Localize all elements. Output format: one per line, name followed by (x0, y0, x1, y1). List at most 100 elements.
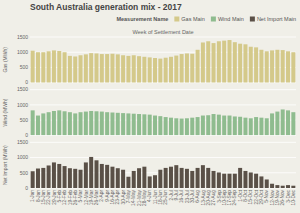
y-label: Gas (MWh) (2, 47, 8, 73)
bar (105, 112, 109, 135)
bar (95, 111, 99, 135)
bar (291, 186, 295, 188)
x-tick-label: 24-Sep (233, 190, 238, 206)
x-tick-label: 16-Apr (110, 190, 115, 205)
x-tick-label: 15-Jan (41, 190, 46, 205)
x-tick-label: 5-Nov (264, 189, 269, 202)
x-tick-label: 8-Oct (243, 189, 248, 201)
bar (63, 166, 67, 188)
bar (169, 118, 173, 136)
bar (217, 172, 221, 188)
bar (206, 168, 210, 188)
bar (259, 176, 263, 188)
x-tick-label: 16-Jul (179, 190, 184, 203)
bar (153, 175, 157, 188)
y-tick-label: 500 (20, 170, 29, 176)
grid-line (30, 142, 296, 143)
bar (52, 162, 56, 188)
bar (233, 42, 237, 82)
chart: South Australia generation mix - 2017Wee… (0, 0, 300, 213)
x-tick-label: 26-Mar (94, 190, 99, 206)
bars (31, 40, 296, 83)
x-tick-label: 27-Aug (211, 190, 216, 206)
bar (164, 168, 168, 188)
bar (206, 115, 210, 135)
bar (158, 116, 162, 135)
x-tick-label: 8-Jan (36, 190, 41, 202)
bar (265, 118, 269, 135)
x-tick-label: 5-Mar (78, 190, 83, 203)
bar (238, 44, 242, 83)
bar (84, 112, 88, 136)
bar (73, 113, 77, 135)
bar (275, 50, 279, 83)
bar (222, 174, 226, 188)
bar (68, 112, 72, 135)
bar (180, 168, 184, 188)
bar (142, 114, 146, 135)
x-tick-label: 3-Sep (217, 190, 222, 203)
x-tick-label: 3-Dec (286, 189, 291, 202)
x-tick-label: 17-Sep (227, 190, 232, 206)
bar (105, 54, 109, 83)
bar (265, 179, 269, 188)
x-tick-label: 6-Aug (195, 190, 200, 203)
y-tick-label: 0 (25, 79, 28, 85)
bar (41, 52, 45, 82)
bar (259, 118, 263, 136)
bar (190, 118, 194, 136)
x-tick-label: 25-Jun (163, 190, 168, 205)
y-tick-label: 500 (20, 117, 29, 123)
bar (254, 174, 258, 188)
x-tick-label: 20-Aug (206, 190, 211, 206)
x-tick-label: 22-Jan (46, 190, 51, 205)
x-tick-label: 9-Jul (174, 190, 179, 200)
bar (52, 111, 56, 135)
legend-swatch (174, 17, 179, 22)
bar (36, 52, 40, 82)
bar (233, 116, 237, 135)
bar (281, 50, 285, 83)
bar (185, 53, 189, 82)
x-tick-label: 21-May (137, 189, 142, 206)
bar (201, 165, 205, 188)
x-tick-label: 1-Jan (30, 190, 35, 202)
bar (110, 167, 114, 188)
x-tick-label: 11-Jun (153, 190, 158, 205)
bar (89, 53, 93, 83)
legend-label: Net Import Main (257, 16, 296, 22)
bar (79, 55, 83, 82)
bar (185, 118, 189, 135)
x-tick-label: 18-Jun (158, 190, 163, 205)
bar (217, 41, 221, 82)
bar (121, 170, 125, 188)
bar (79, 170, 83, 188)
bar (174, 165, 178, 188)
bar (281, 186, 285, 188)
bar (222, 41, 226, 83)
bar (57, 110, 61, 135)
bar (126, 113, 130, 135)
bar (142, 167, 146, 188)
x-tick-label: 19-Mar (89, 190, 94, 206)
bar (63, 52, 67, 82)
bar (100, 54, 104, 83)
bar (121, 113, 125, 135)
bar (169, 57, 173, 83)
bar (286, 51, 290, 82)
grid-line (30, 37, 296, 38)
x-tick-label: 12-Mar (84, 190, 89, 206)
bar (217, 115, 221, 136)
y-tick-label: 1000 (17, 49, 28, 55)
x-tick-label: 14-May (131, 189, 136, 206)
bar (158, 59, 162, 83)
bar (36, 169, 40, 188)
y-tick-label: 1000 (17, 154, 28, 160)
y-label: Wind (MWh) (2, 98, 8, 126)
x-tick-label: 26-Feb (73, 190, 78, 206)
bar (174, 56, 178, 83)
y-tick-label: 1500 (17, 139, 28, 145)
x-tick-label: 10-Sep (222, 190, 227, 206)
background (0, 0, 300, 213)
x-tick-label: 4-Jun (147, 190, 152, 202)
